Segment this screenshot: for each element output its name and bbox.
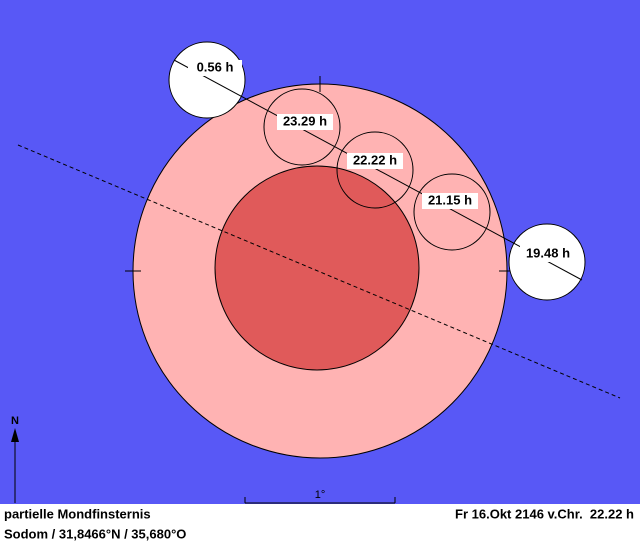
footer [0, 504, 640, 544]
time-label: 23.29 h [283, 113, 327, 128]
moon-position [263, 88, 341, 166]
location: Sodom / 31,8466°N / 35,680°O [4, 526, 186, 541]
time-label: 21.15 h [428, 192, 472, 207]
umbra [214, 165, 420, 371]
north-label: N [11, 415, 19, 427]
north-arrowhead [11, 428, 19, 442]
time-label: 22.22 h [353, 152, 397, 167]
label-bg [277, 114, 333, 130]
scale-label: 1° [315, 489, 326, 501]
time-label: 0.56 h [197, 59, 234, 74]
scale-bar [244, 497, 396, 504]
datetime: Fr 16.Okt 2146 v.Chr. 22.22 h [455, 506, 634, 521]
label-bg [347, 153, 403, 169]
moon-position [168, 41, 246, 119]
moon-position [336, 131, 414, 209]
label-bg [520, 246, 576, 262]
label-bg [422, 193, 478, 209]
time-label: 19.48 h [526, 245, 570, 260]
eclipse-type: partielle Mondfinsternis [4, 506, 151, 521]
moon-path [173, 59, 583, 281]
label-bg [188, 60, 242, 76]
ecliptic-line [17, 144, 621, 399]
moon-position [413, 173, 491, 251]
